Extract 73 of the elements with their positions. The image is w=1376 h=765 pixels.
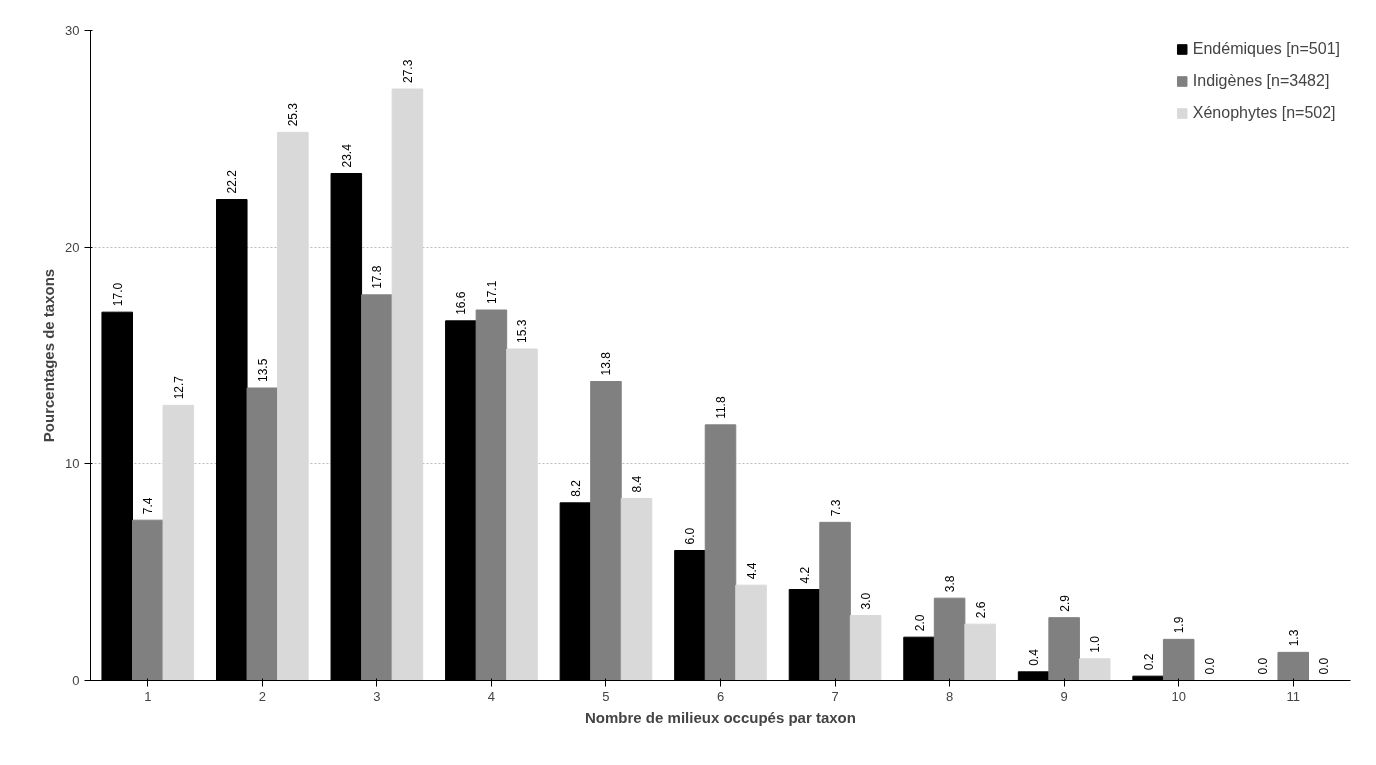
x-tick-label: 10 [1171, 688, 1186, 704]
bar [391, 88, 424, 681]
x-tick-label: 2 [258, 688, 266, 704]
bar [849, 615, 882, 681]
data-label: 0.0 [1317, 657, 1332, 675]
data-label: 3.0 [859, 592, 874, 610]
bar [819, 521, 851, 681]
data-label: 7.4 [141, 497, 156, 515]
bar [964, 623, 996, 681]
data-label: 3.8 [943, 575, 958, 593]
x-tick-label: 4 [487, 688, 496, 704]
data-label: 23.4 [339, 143, 354, 168]
bar [1078, 658, 1111, 681]
data-label: 15.3 [515, 319, 530, 343]
data-label: 0.0 [1256, 657, 1271, 675]
bar [1277, 651, 1309, 681]
data-label: 0.0 [1202, 657, 1217, 675]
x-tick-label: 3 [373, 688, 381, 704]
data-label: 4.4 [744, 562, 759, 580]
bar [475, 309, 508, 681]
data-label: 4.2 [798, 566, 812, 584]
bar [246, 387, 279, 681]
y-tick-label: 20 [65, 239, 80, 255]
legend-label: Indigènes [n=3482] [1192, 72, 1330, 90]
legend-label: Xénophytes [n=502] [1192, 104, 1336, 122]
data-label: 17.8 [370, 265, 385, 289]
data-label: 1.0 [1088, 635, 1103, 653]
x-tick-label: 5 [602, 688, 610, 704]
data-label: 22.2 [225, 169, 240, 194]
data-label: 17.1 [484, 280, 499, 304]
bar [590, 381, 622, 681]
data-label: 2.6 [973, 601, 988, 619]
x-tick-label: 8 [945, 688, 954, 704]
bar [933, 597, 966, 681]
bar [620, 498, 653, 681]
data-label: 13.5 [255, 358, 270, 382]
data-label: 0.4 [1027, 648, 1042, 666]
y-tick-label: 10 [65, 456, 80, 472]
data-label: 8.2 [568, 479, 583, 497]
bar [277, 131, 309, 681]
y-tick-label: 30 [65, 23, 80, 38]
data-label: 8.4 [630, 475, 644, 493]
bar [361, 294, 393, 681]
data-label: 16.6 [454, 291, 469, 315]
data-label: 6.0 [683, 527, 698, 545]
data-label: 7.3 [828, 499, 843, 517]
x-tick-label: 1 [144, 688, 152, 704]
data-label: 2.9 [1057, 594, 1072, 612]
x-axis-title: Nombre de milieux occupés par taxon [585, 708, 856, 726]
data-label: 2.0 [912, 614, 927, 632]
data-label: 1.9 [1172, 616, 1187, 634]
x-tick-label: 9 [1060, 688, 1068, 704]
bar [735, 584, 767, 681]
data-label: 11.8 [714, 396, 728, 419]
legend-label: Endémiques [n=501] [1192, 40, 1340, 58]
bar [704, 424, 737, 681]
bar [162, 404, 195, 681]
y-tick-label: 0 [72, 673, 80, 688]
data-label: 0.2 [1141, 653, 1156, 671]
data-label: 17.0 [110, 282, 125, 307]
x-tick-label: 7 [831, 688, 839, 704]
bar [132, 519, 164, 681]
bar [1048, 617, 1080, 681]
x-tick-label: 6 [716, 688, 725, 704]
data-label: 13.8 [599, 351, 614, 376]
data-label: 25.3 [286, 102, 301, 127]
bar [1162, 638, 1195, 681]
data-label: 27.3 [400, 59, 415, 83]
data-label: 1.3 [1286, 629, 1301, 647]
x-tick-label: 11 [1286, 688, 1300, 704]
y-axis-title: Pourcentages de taxons [40, 268, 58, 443]
bar [506, 348, 538, 681]
data-label: 12.7 [171, 375, 186, 400]
